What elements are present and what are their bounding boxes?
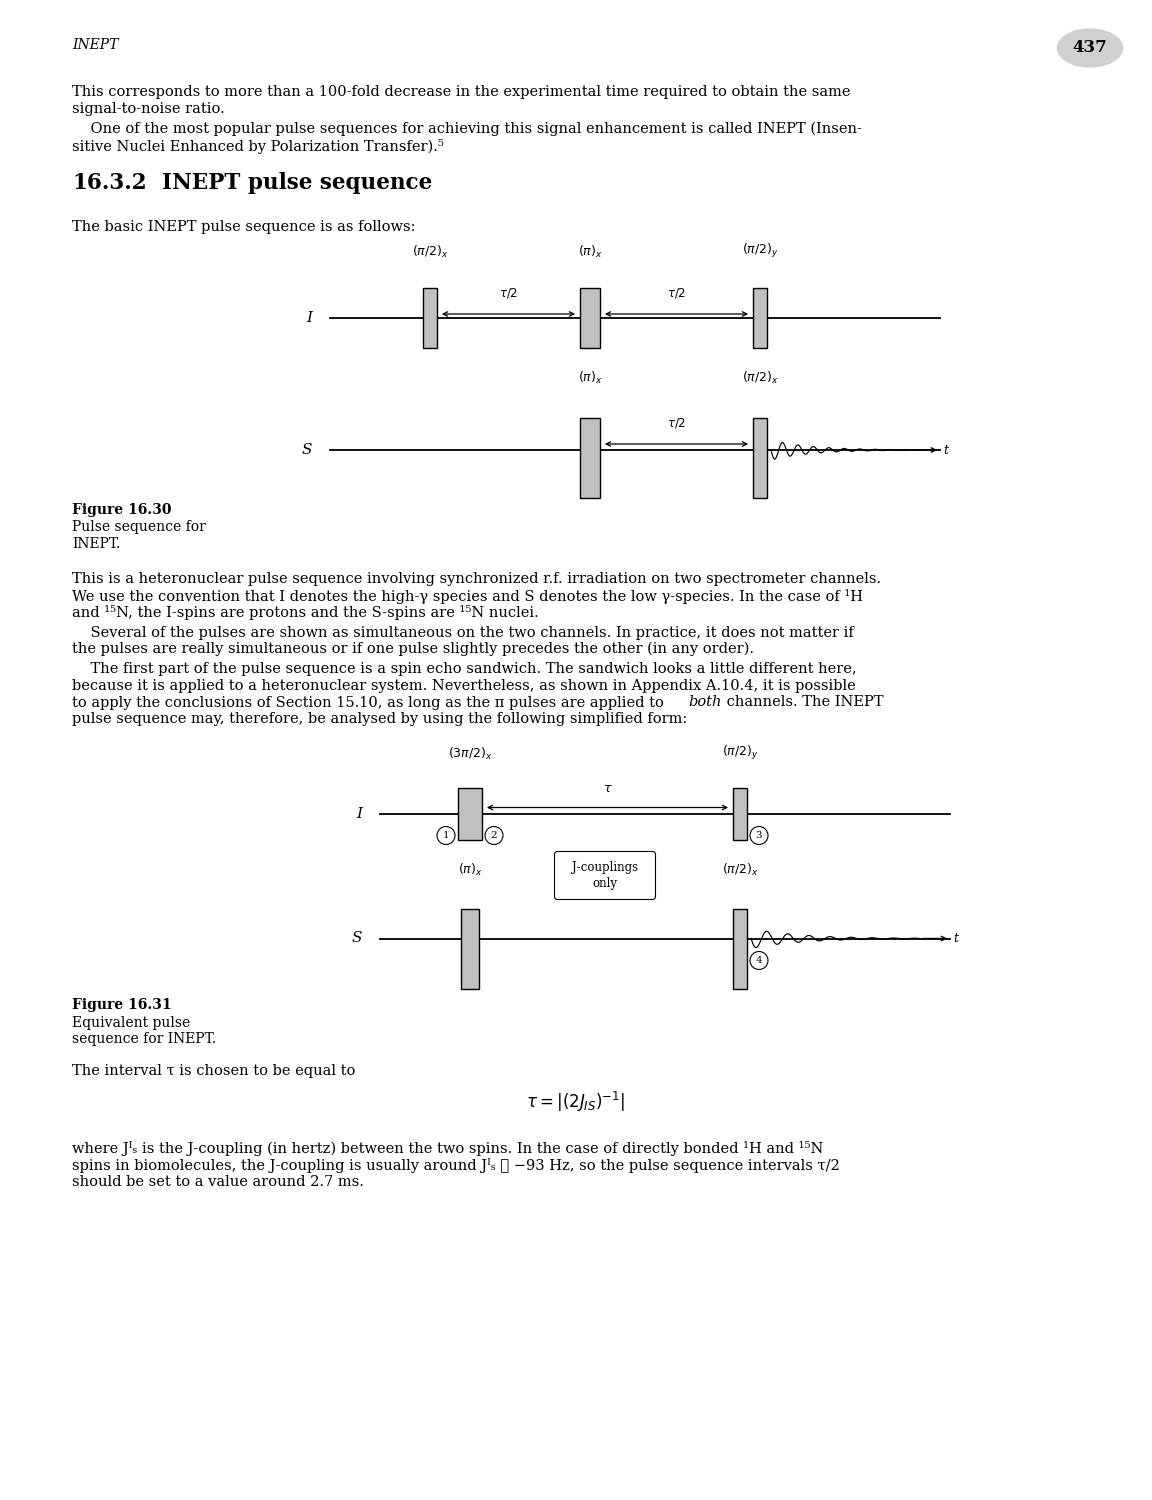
Text: $\tau/2$: $\tau/2$	[667, 286, 687, 300]
Text: J-couplings
only: J-couplings only	[571, 861, 638, 889]
Text: pulse sequence may, therefore, be analysed by using the following simplified for: pulse sequence may, therefore, be analys…	[71, 712, 688, 726]
Text: 16.3.2: 16.3.2	[71, 172, 146, 194]
FancyBboxPatch shape	[554, 852, 655, 900]
Text: The interval τ is chosen to be equal to: The interval τ is chosen to be equal to	[71, 1064, 355, 1077]
Text: 2: 2	[491, 831, 498, 840]
Text: 4: 4	[756, 956, 763, 964]
Text: S: S	[351, 932, 362, 945]
Bar	[461, 909, 479, 989]
Bar	[753, 419, 767, 498]
Text: where Jᴵₛ is the J-coupling (in hertz) between the two spins. In the case of dir: where Jᴵₛ is the J-coupling (in hertz) b…	[71, 1142, 824, 1156]
Circle shape	[750, 827, 768, 844]
Text: Equivalent pulse: Equivalent pulse	[71, 1016, 190, 1029]
Text: should be set to a value around 2.7 ms.: should be set to a value around 2.7 ms.	[71, 1174, 364, 1188]
Text: 437: 437	[1073, 39, 1107, 57]
Text: $(\pi/2)_y$: $(\pi/2)_y$	[742, 242, 778, 260]
Text: I: I	[306, 310, 312, 326]
Text: 1: 1	[442, 831, 449, 840]
Text: sitive Nuclei Enhanced by Polarization Transfer).⁵: sitive Nuclei Enhanced by Polarization T…	[71, 138, 444, 153]
Text: Figure 16.31: Figure 16.31	[71, 999, 172, 1012]
Ellipse shape	[1058, 28, 1122, 68]
Text: $(\pi/2)_y$: $(\pi/2)_y$	[722, 744, 758, 762]
Circle shape	[485, 827, 503, 844]
Text: sequence for INEPT.: sequence for INEPT.	[71, 1032, 217, 1047]
Text: $\tau$: $\tau$	[602, 782, 613, 795]
Text: to apply the conclusions of Section 15.10, as long as the π pulses are applied t: to apply the conclusions of Section 15.1…	[71, 696, 668, 709]
Text: This is a heteronuclear pulse sequence involving synchronized r.f. irradiation o: This is a heteronuclear pulse sequence i…	[71, 572, 881, 586]
Text: Figure 16.30: Figure 16.30	[71, 503, 172, 518]
Bar	[579, 419, 600, 498]
Text: signal-to-noise ratio.: signal-to-noise ratio.	[71, 102, 225, 116]
Text: INEPT: INEPT	[71, 38, 119, 52]
Text: INEPT.: INEPT.	[71, 537, 120, 550]
Text: $(\pi)_x$: $(\pi)_x$	[577, 370, 602, 386]
Bar	[423, 288, 437, 348]
Text: $(\pi)_x$: $(\pi)_x$	[577, 244, 602, 260]
Text: We use the convention that I denotes the high-γ species and S denotes the low γ-: We use the convention that I denotes the…	[71, 588, 863, 603]
Text: because it is applied to a heteronuclear system. Nevertheless, as shown in Appen: because it is applied to a heteronuclear…	[71, 680, 856, 693]
Text: One of the most popular pulse sequences for achieving this signal enhancement is: One of the most popular pulse sequences …	[71, 122, 862, 136]
Text: The first part of the pulse sequence is a spin echo sandwich. The sandwich looks: The first part of the pulse sequence is …	[71, 663, 857, 676]
Text: The basic INEPT pulse sequence is as follows:: The basic INEPT pulse sequence is as fol…	[71, 220, 416, 234]
Text: and ¹⁵N, the I-spins are protons and the S-spins are ¹⁵N nuclei.: and ¹⁵N, the I-spins are protons and the…	[71, 604, 539, 619]
Text: $(\pi)_x$: $(\pi)_x$	[457, 862, 483, 879]
Text: $(\pi/2)_x$: $(\pi/2)_x$	[722, 862, 758, 879]
Text: t: t	[953, 932, 958, 945]
Text: S: S	[302, 442, 312, 458]
Text: $\tau = |(2J_{IS})^{-1}|$: $\tau = |(2J_{IS})^{-1}|$	[526, 1089, 626, 1113]
Text: Several of the pulses are shown as simultaneous on the two channels. In practice: Several of the pulses are shown as simul…	[71, 626, 854, 639]
Bar	[458, 788, 482, 840]
Text: both: both	[688, 696, 721, 709]
Text: t: t	[943, 444, 948, 456]
Text: the pulses are really simultaneous or if one pulse slightly precedes the other (: the pulses are really simultaneous or if…	[71, 642, 755, 657]
Text: INEPT pulse sequence: INEPT pulse sequence	[162, 172, 432, 194]
Bar	[733, 909, 746, 989]
Bar	[579, 288, 600, 348]
Text: $\tau/2$: $\tau/2$	[499, 286, 518, 300]
Bar	[753, 288, 767, 348]
Text: This corresponds to more than a 100-fold decrease in the experimental time requi: This corresponds to more than a 100-fold…	[71, 86, 850, 99]
Bar	[733, 788, 746, 840]
Text: $(3\pi/2)_x$: $(3\pi/2)_x$	[448, 746, 492, 762]
Text: $(\pi/2)_x$: $(\pi/2)_x$	[412, 244, 448, 260]
Text: Pulse sequence for: Pulse sequence for	[71, 520, 206, 534]
Text: $\tau/2$: $\tau/2$	[667, 416, 687, 430]
Circle shape	[437, 827, 455, 844]
Text: spins in biomolecules, the J-coupling is usually around Jᴵₛ ≅ −93 Hz, so the pul: spins in biomolecules, the J-coupling is…	[71, 1158, 840, 1173]
Text: channels. The INEPT: channels. The INEPT	[722, 696, 884, 709]
Text: 3: 3	[756, 831, 763, 840]
Text: $(\pi/2)_x$: $(\pi/2)_x$	[742, 370, 778, 386]
Text: I: I	[356, 807, 362, 820]
Circle shape	[750, 951, 768, 969]
